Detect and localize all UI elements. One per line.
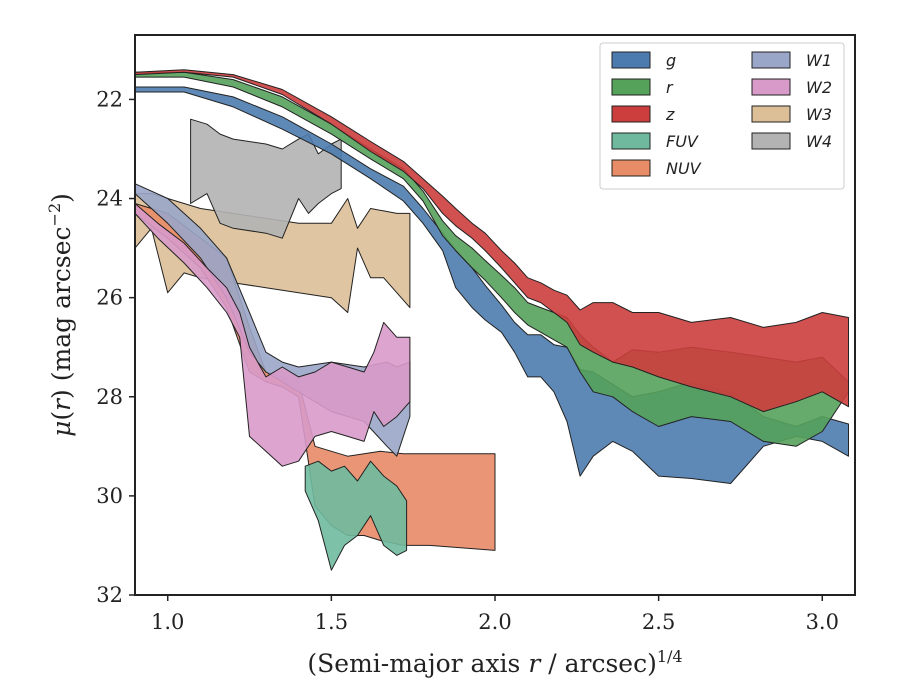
legend-label-r: r	[666, 78, 674, 97]
legend: grz FUV NUV W1 W2 W3 W4	[599, 42, 845, 190]
y-tick-label: 30	[96, 484, 123, 508]
legend-swatch-W2	[751, 78, 791, 96]
y-axis-label: μ(r) (mag arcsec−2)	[45, 193, 76, 437]
legend-swatch-W4	[751, 132, 791, 150]
x-tick-label: 3.0	[806, 610, 839, 634]
legend-label-W2: W2	[806, 78, 832, 97]
y-tick-label: 22	[96, 87, 123, 111]
x-axis-ticks: 1.0 1.5 2.0 2.5 3.0	[151, 595, 839, 634]
legend-label-W1: W1	[806, 51, 832, 70]
y-tick-label: 26	[96, 286, 123, 310]
x-axis-label: (Semi-major axis r / arcsec)1/4	[307, 647, 682, 678]
y-tick-label: 28	[96, 385, 123, 409]
y-tick-label: 32	[96, 583, 123, 607]
band-z	[134, 69, 849, 413]
legend-label-FUV: FUV	[666, 132, 699, 151]
band-W4	[190, 118, 342, 239]
legend-swatch-FUV	[611, 132, 651, 150]
x-tick-label: 1.5	[315, 610, 348, 634]
legend-swatch-r	[611, 78, 651, 96]
y-axis-ticks: 22 24 26 28 30 32	[96, 87, 135, 607]
y-tick-label: 24	[96, 187, 123, 211]
legend-swatch-z	[611, 105, 651, 123]
legend-swatch-W3	[751, 105, 791, 123]
legend-label-W4: W4	[806, 132, 832, 151]
x-tick-label: 2.5	[642, 610, 675, 634]
legend-label-NUV: NUV	[666, 159, 702, 178]
x-tick-label: 1.0	[151, 610, 184, 634]
x-tick-label: 2.0	[478, 610, 511, 634]
legend-label-W3: W3	[806, 105, 832, 124]
legend-swatch-W1	[751, 51, 791, 69]
band-FUV	[304, 460, 408, 571]
band-W2	[134, 203, 411, 467]
legend-swatch-g	[611, 51, 651, 69]
legend-swatch-NUV	[611, 159, 651, 177]
band-layer	[134, 69, 849, 571]
legend-label-z: z	[665, 105, 675, 124]
legend-label-g: g	[666, 51, 676, 70]
